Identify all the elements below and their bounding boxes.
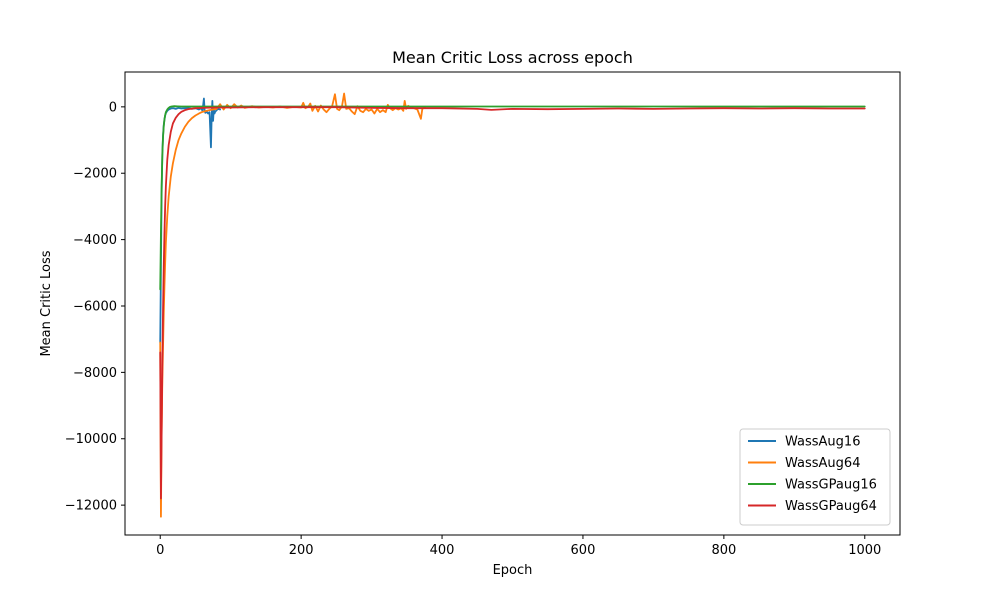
x-tick-label: 200	[289, 543, 314, 558]
x-tick-label: 0	[156, 543, 164, 558]
y-axis-label: Mean Critic Loss	[39, 250, 54, 356]
x-tick-label: 1000	[848, 543, 881, 558]
x-axis-label: Epoch	[493, 563, 533, 578]
y-tick-label: −6000	[73, 299, 117, 314]
y-tick-label: −8000	[73, 366, 117, 381]
y-tick-label: −12000	[65, 499, 117, 514]
legend-box	[739, 428, 891, 526]
legend-label: WassAug16	[785, 435, 860, 450]
legend-label: WassGPaug64	[785, 499, 877, 514]
x-axis: 0 200 400 600 800 1000	[156, 535, 881, 558]
series-line-wassgpaug64	[159, 106, 866, 500]
series-layer	[159, 92, 866, 518]
legend-label: WassAug64	[785, 456, 860, 471]
legend: WassAug16 WassAug64 WassGPaug16 WassGPaug64	[739, 428, 891, 526]
x-tick-label: 800	[711, 543, 736, 558]
legend-label: WassGPaug16	[785, 478, 877, 493]
x-tick-label: 600	[571, 543, 596, 558]
chart-title: Mean Critic Loss across epoch	[392, 48, 633, 67]
series-line-wassgpaug16	[159, 105, 866, 291]
x-tick-label: 400	[430, 543, 455, 558]
y-tick-label: −10000	[65, 432, 117, 447]
y-tick-label: −4000	[73, 233, 117, 248]
y-tick-label: −2000	[73, 167, 117, 182]
y-tick-label: 0	[109, 100, 117, 115]
y-axis: 0 −2000 −4000 −6000 −8000 −10000 −12000	[65, 100, 125, 514]
plot-frame	[124, 71, 901, 536]
